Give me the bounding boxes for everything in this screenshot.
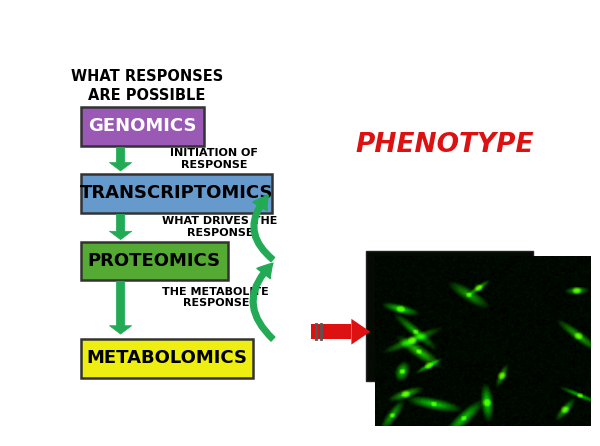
FancyBboxPatch shape xyxy=(81,243,227,280)
FancyBboxPatch shape xyxy=(81,173,272,213)
FancyBboxPatch shape xyxy=(311,325,352,339)
Text: WHAT DRIVES THE
RESPONSE: WHAT DRIVES THE RESPONSE xyxy=(163,216,278,238)
FancyBboxPatch shape xyxy=(365,251,533,381)
FancyBboxPatch shape xyxy=(81,107,204,146)
Text: GENOMICS: GENOMICS xyxy=(88,117,197,136)
FancyArrowPatch shape xyxy=(250,263,275,341)
Text: TRANSCRIPTOMICS: TRANSCRIPTOMICS xyxy=(80,185,273,202)
Text: METABOLOMICS: METABOLOMICS xyxy=(86,349,248,368)
Text: THE METABOLITE
RESPONSE: THE METABOLITE RESPONSE xyxy=(163,286,269,308)
Text: PHENOTYPE: PHENOTYPE xyxy=(355,132,534,157)
FancyBboxPatch shape xyxy=(81,339,253,378)
Text: WHAT RESPONSES
ARE POSSIBLE: WHAT RESPONSES ARE POSSIBLE xyxy=(71,69,223,103)
Polygon shape xyxy=(352,319,370,345)
FancyArrowPatch shape xyxy=(251,195,275,262)
Text: PROTEOMICS: PROTEOMICS xyxy=(88,252,221,270)
Text: INITIATION OF
RESPONSE: INITIATION OF RESPONSE xyxy=(170,148,258,170)
